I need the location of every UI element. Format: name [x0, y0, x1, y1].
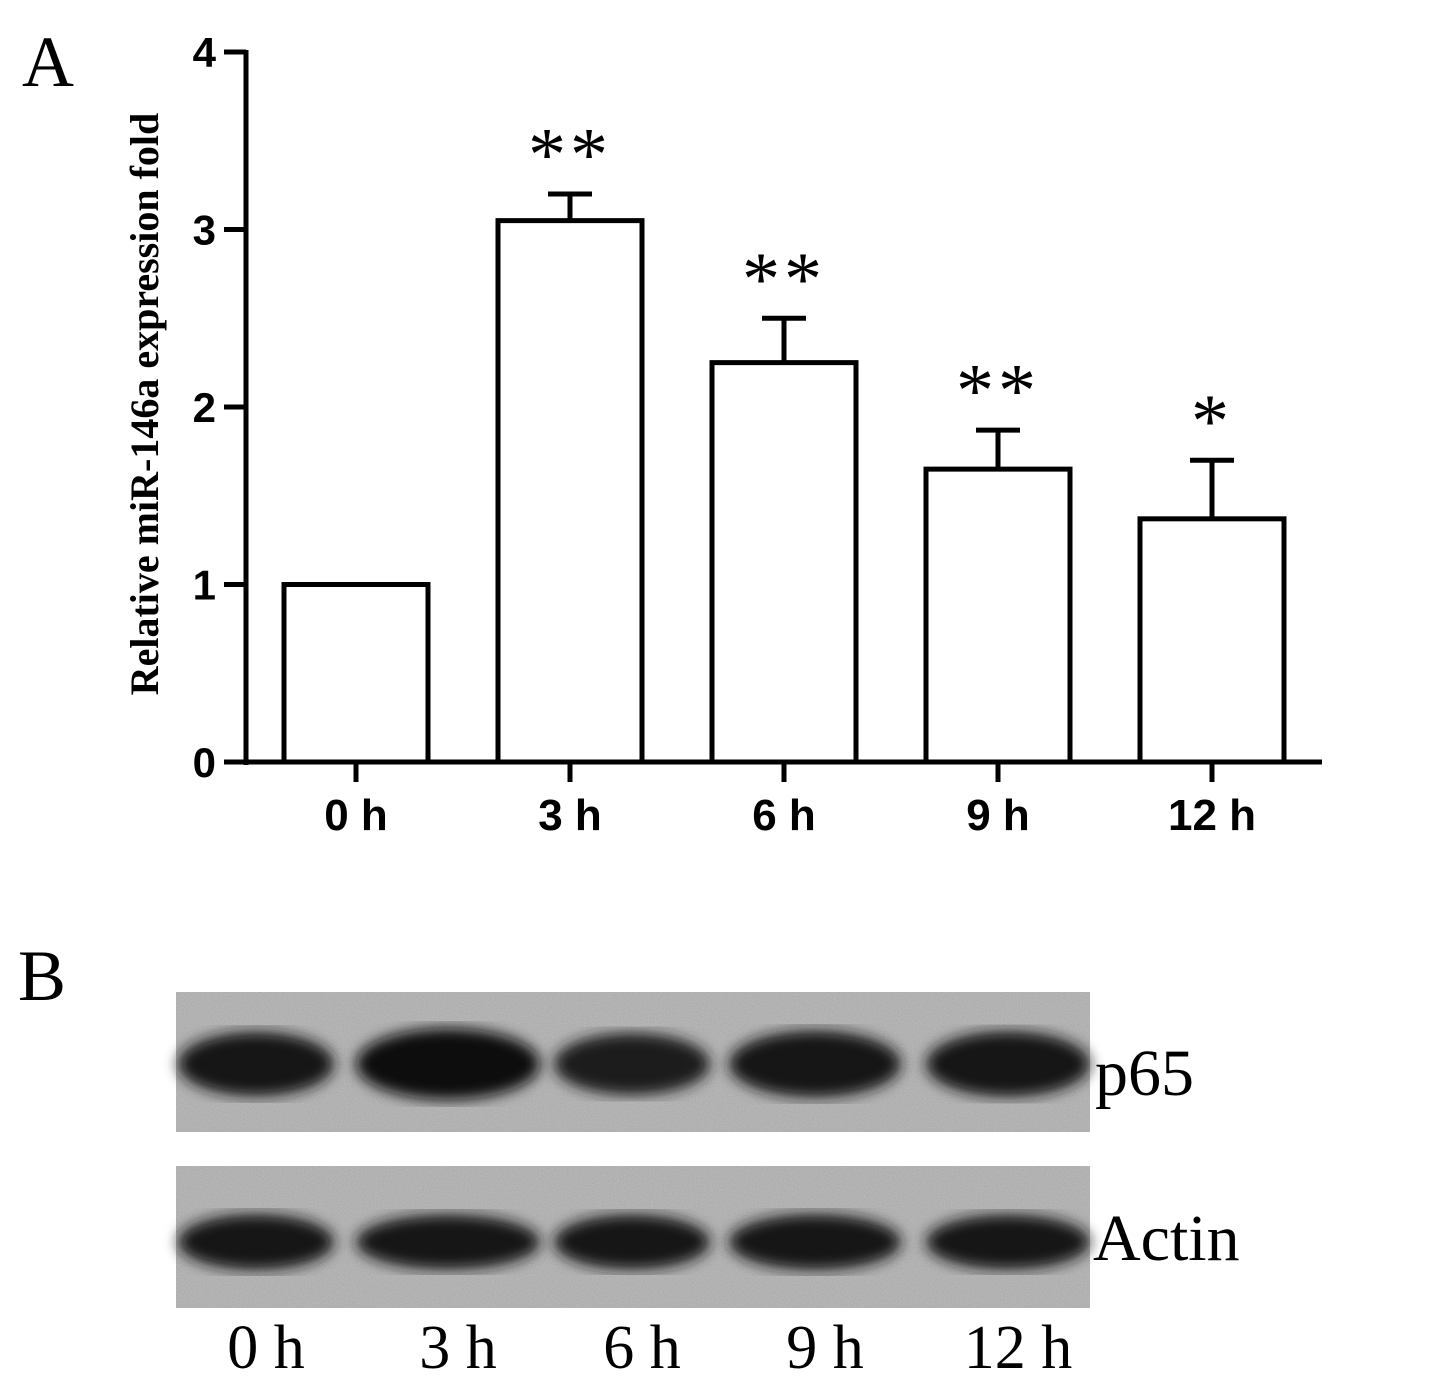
significance-label-2: **: [742, 237, 826, 321]
x-tick-label-4: 12 h: [1168, 791, 1256, 840]
y-tick-label-3: 3: [193, 207, 216, 254]
blot-band-1-3: [729, 1214, 901, 1270]
bar-3: [923, 466, 1073, 765]
x-axis: 0 h 3 h 6 h 9 h 12 h: [244, 759, 1322, 840]
bar-1: [495, 218, 645, 765]
lane-label-0: 0 h: [227, 1314, 305, 1382]
x-tick-label-3: 9 h: [966, 791, 1030, 840]
blot-lane-labels: 0 h 3 h 6 h 9 h 12 h: [227, 1314, 1072, 1382]
lane-label-4: 12 h: [964, 1314, 1073, 1382]
bars-layer: ****** *: [281, 113, 1287, 765]
blot-label-p65: p65: [1095, 1037, 1194, 1110]
y-tick-label-1: 1: [193, 562, 216, 609]
bar-0: [281, 582, 431, 765]
x-tick-label-0: 0 h: [324, 791, 388, 840]
panel-b-label: B: [18, 936, 66, 1016]
blot-band-0-2: [554, 1033, 710, 1095]
blot-band-1-2: [554, 1214, 710, 1270]
x-tick-label-2: 6 h: [752, 791, 816, 840]
blot-label-actin: Actin: [1093, 1202, 1240, 1275]
y-axis: 0 1 2 3 4: [193, 29, 249, 786]
blot-band-0-1: [356, 1028, 540, 1100]
bar-2: [709, 360, 859, 765]
y-tick-label-4: 4: [193, 29, 217, 76]
lane-label-1: 3 h: [419, 1314, 497, 1382]
blot-band-1-1: [356, 1214, 540, 1270]
blot-band-0-0: [178, 1031, 334, 1097]
blot-band-0-4: [926, 1031, 1090, 1097]
y-axis-title: Relative miR-146a expression fold: [122, 113, 167, 696]
lane-label-2: 6 h: [603, 1314, 681, 1382]
blot-band-0-3: [729, 1030, 901, 1098]
panel-a-label: A: [22, 22, 74, 102]
lane-label-3: 9 h: [786, 1314, 864, 1382]
blot-strip-actin: [176, 1166, 1090, 1308]
significance-label-4: *: [1191, 379, 1233, 463]
blot-band-1-4: [926, 1214, 1090, 1270]
bar-4: [1137, 516, 1287, 765]
significance-label-1: **: [528, 113, 612, 197]
blot-band-1-0: [178, 1214, 334, 1270]
western-blot: p65 Actin 0 h 3 h 6 h 9 h 12 h: [176, 992, 1240, 1382]
blot-strip-p65: [176, 992, 1090, 1132]
y-tick-label-2: 2: [193, 384, 216, 431]
y-tick-label-0: 0: [193, 739, 216, 786]
significance-label-3: **: [956, 349, 1040, 433]
x-tick-label-1: 3 h: [538, 791, 602, 840]
